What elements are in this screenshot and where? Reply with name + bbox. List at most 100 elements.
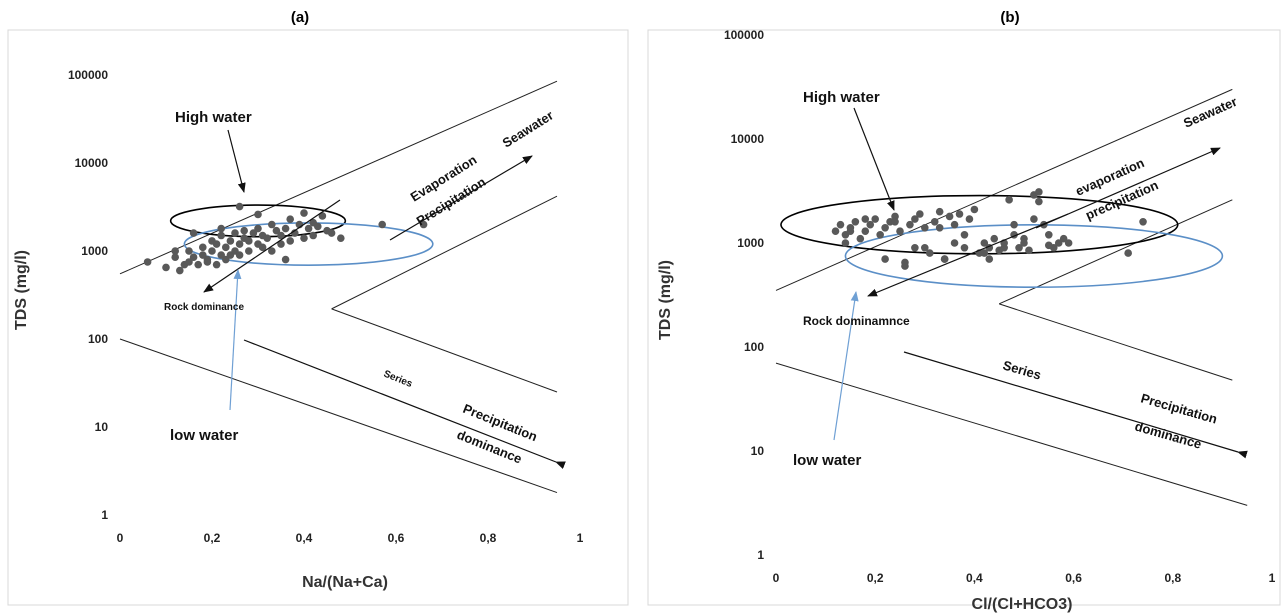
panel-a-x-tick-label: 0,6: [388, 531, 405, 545]
panel-b-precipitation-dominance-label-1: Precipitation: [1139, 390, 1219, 426]
panel-a-data-point: [240, 226, 248, 235]
panel-b-data-point: [1020, 234, 1028, 243]
panel-a-data-point: [171, 253, 179, 262]
panel-b-x-ticks: 0 0,2 0,4 0,6 0,8 1: [773, 571, 1276, 585]
panel-a-series-label: Series: [382, 369, 414, 391]
panel-b-data-point: [881, 255, 889, 263]
panel-b-data-point: [901, 262, 909, 270]
panel-b-high-water-label: High water: [803, 89, 880, 106]
panel-b-data-point: [980, 239, 989, 247]
panel-a-data-point: [263, 234, 272, 242]
panel-a-envelope-lines: [119, 80, 558, 494]
panel-a-x-tick-label: 1: [577, 531, 584, 545]
panel-b-data-point: [846, 227, 855, 235]
panel-b-data-point: [1010, 220, 1018, 229]
panel-a-x-tick-label: 0,2: [204, 531, 221, 545]
panel-b-data-point: [1059, 234, 1068, 243]
panel-b-data-point: [1025, 246, 1033, 255]
panel-b-x-tick-label: 1: [1269, 571, 1276, 585]
panel-a-y-tick-label: 10: [95, 420, 109, 434]
panel-b-x-tick-label: 0,8: [1164, 571, 1181, 585]
panel-b-data-point: [990, 234, 999, 243]
panel-b-data-point: [921, 243, 929, 252]
panel-b-data-point: [871, 215, 879, 223]
panel-a-chart: (a) 1 10 100 1000 10000 100000 0 0,2 0,4 0,6 0,8 1…: [7, 9, 629, 606]
panel-a-rock-dominance-arrow: [203, 199, 341, 293]
panel-b-data-point: [891, 212, 899, 221]
panel-b-y-tick-label: 1000: [737, 236, 764, 250]
panel-a-envelope-line: [331, 308, 558, 393]
panel-b-data-point: [1064, 239, 1073, 247]
panel-b-data-point: [1035, 197, 1043, 206]
panel-a-data-point: [217, 224, 225, 233]
panel-a-data-point: [185, 258, 193, 266]
panel-a-data-point: [199, 243, 207, 252]
panel-a-data-point: [162, 263, 170, 272]
panel-a-data-point: [203, 258, 212, 266]
panel-b-data-point: [960, 243, 969, 252]
panel-a-data-point: [217, 231, 225, 240]
panel-a-ellipses: [169, 204, 434, 266]
panel-b-envelope-line: [999, 303, 1233, 381]
panel-a-high-water-arrow: [227, 129, 246, 193]
panel-b-x-tick-label: 0: [773, 571, 780, 585]
panel-a-rock-dominance-label: Rock dominance: [164, 302, 244, 313]
panel-b-series-label: Series: [1001, 357, 1043, 382]
panel-a-data-point: [281, 224, 290, 233]
panel-a-title: (a): [291, 9, 309, 26]
panel-b-data-point: [935, 207, 944, 216]
panel-a-data-point: [208, 247, 216, 255]
panel-b-rock-dominance-arrow: [867, 213, 1069, 297]
panel-a-data-point: [268, 220, 276, 229]
panel-a-low-water-ellipse: [183, 222, 434, 266]
panel-b-x-tick-label: 0,2: [867, 571, 884, 585]
panel-a-data-point: [212, 240, 221, 248]
panel-a-x-tick-label: 0,4: [296, 531, 313, 545]
panel-a-data-point: [318, 212, 327, 220]
panel-b-data-point: [1030, 215, 1038, 223]
panel-a-data-point: [314, 222, 322, 231]
panel-a-x-tick-label: 0,8: [480, 531, 497, 545]
panel-a-data-point: [143, 258, 152, 266]
panel-b-data-point: [955, 210, 964, 218]
panel-a-y-tick-label: 1: [101, 508, 108, 522]
panel-a-data-point: [258, 243, 267, 252]
panel-b-data-point: [911, 215, 919, 223]
panel-b-y-tick-label: 100: [744, 340, 764, 354]
panel-b-data-point: [881, 224, 889, 232]
panel-a-data-point: [212, 260, 221, 269]
panel-b-data-point: [911, 243, 919, 252]
panel-a-data-point: [235, 240, 244, 248]
panel-a-data-point: [268, 247, 276, 255]
panel-b-data-point: [980, 249, 989, 257]
panel-a-data-point: [231, 229, 239, 237]
panel-b-low-water-ellipse: [844, 223, 1224, 288]
panel-a-low-water-label: low water: [170, 427, 239, 444]
panel-b-y-tick-label: 10: [751, 444, 765, 458]
panel-a-data-point: [286, 237, 295, 245]
panel-a-frame: [7, 29, 629, 606]
panel-b-x-axis-label: Cl/(Cl+HCO3): [972, 596, 1073, 613]
panel-a-data-point: [222, 243, 230, 252]
panel-b-data-point: [861, 215, 870, 223]
panel-a-data-point: [235, 202, 244, 211]
panel-a-seawater-label: Seawater: [500, 108, 556, 151]
panel-b-low-water-pointer: [833, 291, 859, 441]
panel-b-y-tick-label: 100000: [724, 28, 764, 42]
panel-a-x-ticks: 0 0,2 0,4 0,6 0,8 1: [117, 531, 584, 545]
panel-b-data-point: [876, 230, 884, 239]
panel-a-envelope-line: [119, 338, 558, 494]
panel-b-data-point: [836, 220, 845, 229]
panel-a-high-water-label: High water: [175, 109, 252, 126]
panel-a-data-point: [281, 255, 290, 264]
panel-b-data-point: [930, 217, 939, 226]
panel-b-data-point: [1139, 217, 1147, 226]
panel-a-data-point: [286, 215, 295, 223]
panel-a-data-points: [143, 202, 428, 275]
panel-a-data-point: [304, 224, 313, 233]
panel-b-data-point: [1005, 196, 1013, 204]
panel-a-data-point: [171, 247, 179, 255]
panel-a-x-axis-label: Na/(Na+Ca): [302, 574, 388, 591]
panel-a-envelope-line: [331, 195, 558, 310]
panel-b-data-point: [1015, 243, 1023, 252]
